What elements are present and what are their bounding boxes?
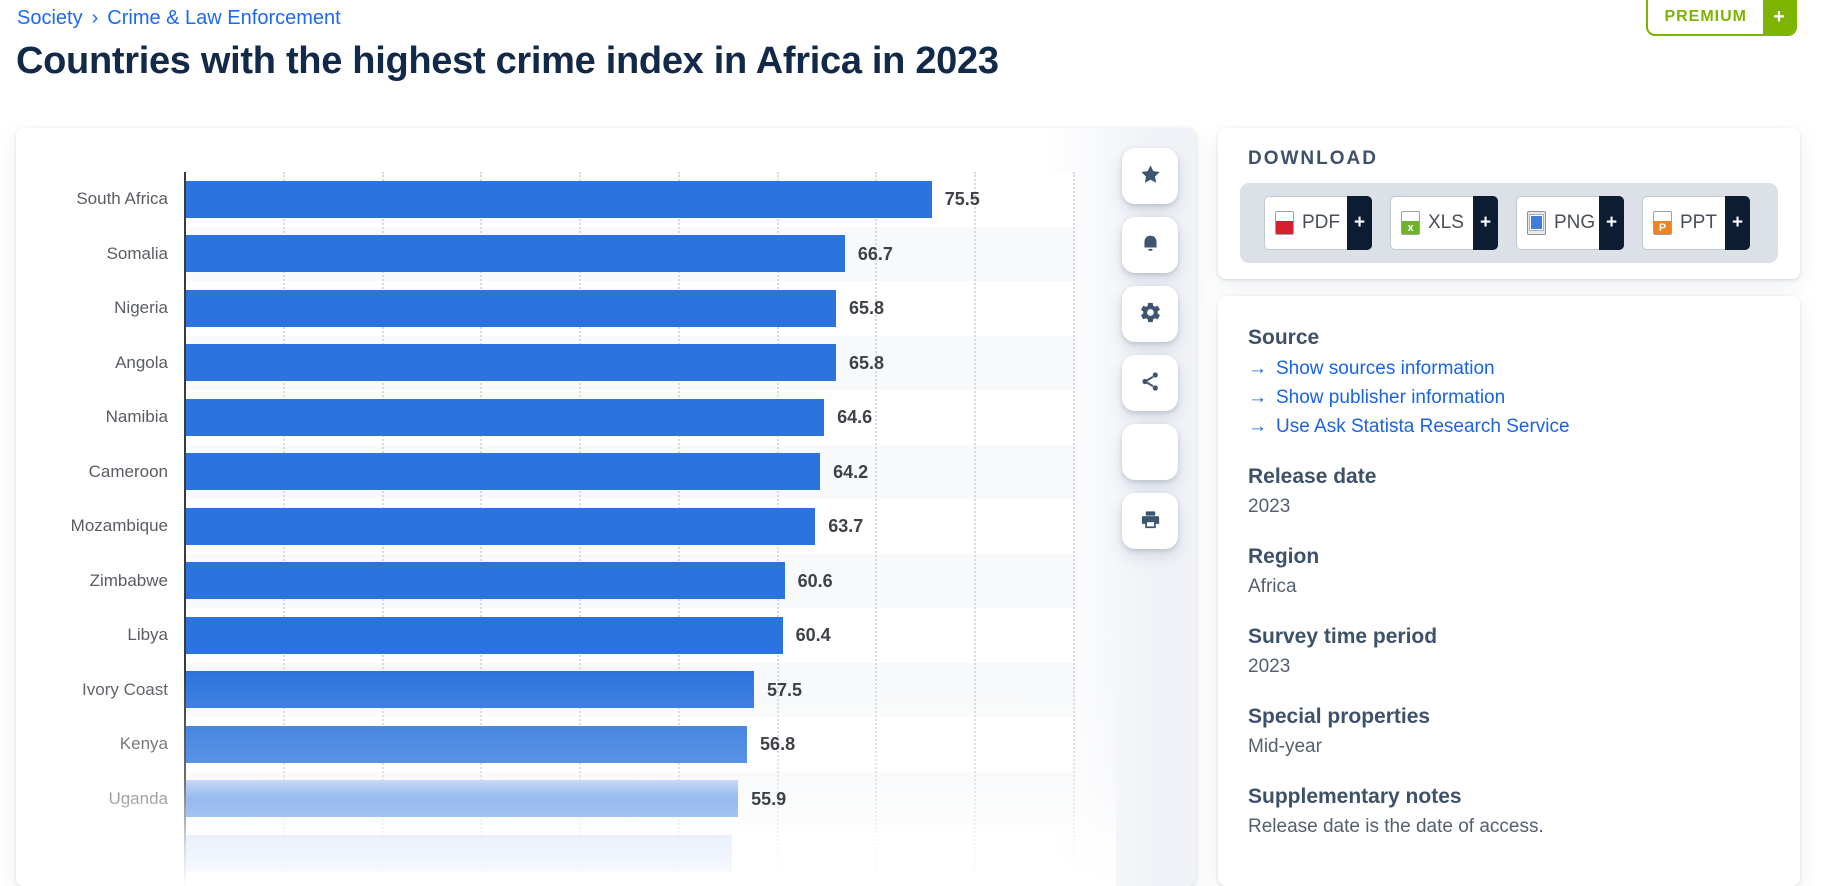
chart-card: South Africa 75.5 Somalia 66.7 Nigeria 65.8 An… — [16, 128, 1196, 886]
xls-file-icon: x — [1401, 211, 1420, 235]
value-label: 63.7 — [828, 516, 864, 536]
gridline — [875, 172, 878, 872]
field-label-special-properties: Special properties — [1248, 705, 1431, 728]
download-format-label: PNG — [1554, 212, 1596, 233]
download-plus-icon: + — [1473, 196, 1498, 250]
value-label: 65.8 — [848, 352, 884, 373]
star-icon — [1139, 163, 1162, 189]
premium-badge[interactable]: PREMIUM + — [1646, 0, 1797, 36]
arrow-right-icon: → — [1248, 358, 1267, 379]
category-label: Nigeria — [114, 298, 168, 317]
download-plus-icon: + — [1725, 196, 1750, 250]
print-button[interactable] — [1122, 493, 1178, 549]
source-heading: Source — [1248, 326, 1320, 349]
field-label-survey-time-period: Survey time period — [1248, 625, 1438, 648]
field-value: Release date is the date of access. — [1248, 816, 1544, 837]
bell-icon — [1139, 232, 1162, 258]
bar-cameroon — [186, 453, 821, 491]
download-card: DOWNLOAD PDF + x XLS + PNG + P PPT + — [1218, 128, 1800, 279]
download-png-button[interactable]: PNG + — [1516, 196, 1624, 250]
page-title: Countries with the highest crime index i… — [16, 40, 999, 82]
bar-libya — [186, 616, 783, 654]
share-icon — [1139, 370, 1162, 396]
bar-nigeria — [186, 289, 836, 327]
value-label: 66.7 — [857, 243, 893, 264]
download-xls-button[interactable]: x XLS + — [1390, 196, 1498, 250]
category-label: Angola — [115, 352, 168, 372]
value-label: 64.2 — [833, 461, 869, 482]
pdf-file-icon — [1275, 211, 1294, 235]
bar-angola — [186, 344, 836, 382]
download-pdf-button[interactable]: PDF + — [1264, 196, 1372, 250]
breadcrumb-separator: › — [91, 7, 99, 29]
bar-mozambique — [186, 507, 816, 545]
gear-icon — [1139, 301, 1162, 327]
source-links: → Show sources information → Show publisher… — [1248, 358, 1770, 438]
gridline — [1073, 172, 1075, 872]
value-label: 57.5 — [766, 679, 803, 700]
field-label-supplementary-notes: Supplementary notes — [1248, 785, 1462, 808]
download-plus-icon: + — [1599, 196, 1624, 250]
link-use-ask-statista-research-service[interactable]: → Use Ask Statista Research Service — [1248, 416, 1770, 438]
download-format-label: PPT — [1680, 212, 1717, 233]
download-plus-icon: + — [1347, 196, 1372, 250]
download-format-label: PDF — [1302, 212, 1340, 233]
field-value: 2023 — [1248, 656, 1291, 677]
field-value: Mid-year — [1248, 736, 1322, 757]
bar-namibia — [186, 398, 825, 436]
link-show-sources-information[interactable]: → Show sources information — [1248, 358, 1770, 380]
printer-icon — [1139, 508, 1162, 534]
value-label: 60.6 — [797, 570, 833, 591]
download-heading: DOWNLOAD — [1248, 148, 1378, 169]
arrow-right-icon: → — [1248, 416, 1267, 437]
value-label: 60.4 — [795, 625, 831, 645]
category-label: South Africa — [76, 189, 168, 208]
link-label: Show publisher information — [1276, 387, 1506, 408]
category-label: Somalia — [106, 243, 168, 263]
cite-button[interactable]: “ — [1122, 424, 1178, 480]
category-label: Zimbabwe — [89, 570, 168, 590]
settings-gear-button[interactable] — [1122, 286, 1178, 342]
category-label: Namibia — [105, 407, 168, 426]
category-label: Libya — [127, 625, 168, 644]
quote-icon: “ — [1138, 441, 1162, 463]
share-button[interactable] — [1122, 355, 1178, 411]
bar-zimbabwe — [186, 562, 785, 600]
breadcrumb-link-crime-law-enforcement[interactable]: Crime & Law Enforcement — [107, 7, 341, 29]
gridline — [974, 172, 977, 872]
info-card: Source → Show sources information → Show pu… — [1218, 296, 1800, 886]
breadcrumb: Society › Crime & Law Enforcement — [17, 7, 341, 30]
field-label-region: Region — [1248, 545, 1320, 568]
premium-label: PREMIUM — [1664, 8, 1747, 25]
download-tray: PDF + x XLS + PNG + P PPT + — [1240, 183, 1778, 263]
value-label: 65.8 — [848, 298, 884, 318]
value-label: 75.5 — [944, 189, 980, 209]
arrow-right-icon: → — [1248, 387, 1267, 408]
field-value: 2023 — [1248, 496, 1291, 517]
category-label: Cameroon — [88, 461, 168, 481]
bar-south-africa — [186, 180, 932, 218]
value-label: 56.8 — [760, 734, 796, 754]
breadcrumb-link-society[interactable]: Society — [17, 7, 83, 29]
bottom-fade-overlay — [16, 668, 1116, 886]
favorite-star-button[interactable] — [1122, 148, 1178, 204]
ppt-file-icon: P — [1653, 211, 1672, 235]
bar-somalia — [186, 235, 845, 273]
field-value: Africa — [1248, 576, 1297, 597]
alert-bell-button[interactable] — [1122, 217, 1178, 273]
link-label: Use Ask Statista Research Service — [1276, 416, 1570, 437]
link-show-publisher-information[interactable]: → Show publisher information — [1248, 387, 1770, 409]
png-file-icon — [1527, 211, 1546, 235]
download-ppt-button[interactable]: P PPT + — [1642, 196, 1750, 250]
download-format-label: XLS — [1428, 212, 1464, 233]
y-axis-line — [184, 172, 186, 886]
premium-plus-icon: + — [1763, 0, 1795, 34]
link-label: Show sources information — [1276, 358, 1495, 379]
value-label: 55.9 — [751, 788, 787, 809]
info-fields: Release date 2023 Region Africa Survey time … — [1248, 465, 1770, 838]
category-label: Mozambique — [70, 516, 168, 535]
field-label-release-date: Release date — [1248, 465, 1377, 488]
value-label: 64.6 — [837, 407, 873, 427]
